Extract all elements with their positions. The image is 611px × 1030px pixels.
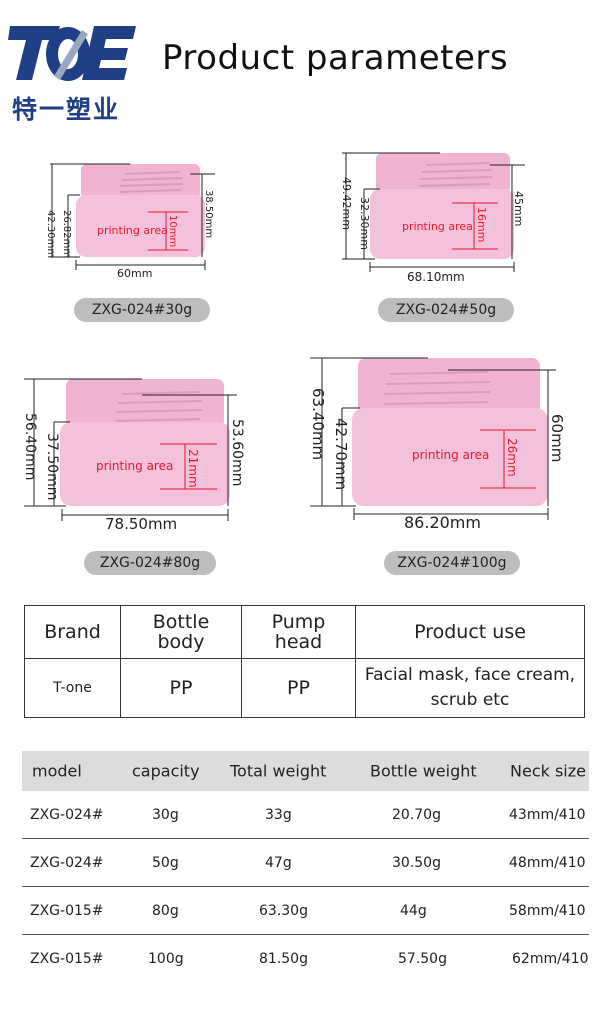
- jar-50g-print-height: 16mm: [475, 207, 488, 242]
- cell-capacity: 50g: [152, 854, 179, 871]
- jar-body: [352, 408, 548, 506]
- page-title: Product parameters: [162, 38, 509, 78]
- jar-50g-right-height: 45mm: [512, 191, 525, 226]
- cell-bottle-weight: 44g: [400, 902, 427, 919]
- jar-80g-width: 78.50mm: [105, 515, 177, 533]
- jar-30g-right-height: 38.50mm: [203, 190, 214, 238]
- model-table: model capacity Total weight Bottle weigh…: [22, 751, 589, 982]
- jar-30g-total-height: 42.30mm: [45, 210, 56, 258]
- jar-80g-print-height: 21mm: [186, 449, 200, 488]
- cell-neck-size: 43mm/410: [509, 806, 586, 823]
- cell-neck-size: 62mm/410: [512, 950, 589, 967]
- spec-header-row: Brand Bottle body Pump head Product use: [24, 605, 585, 659]
- model-table-header: model capacity Total weight Bottle weigh…: [22, 751, 589, 791]
- col-bottle-weight: Bottle weight: [370, 761, 477, 781]
- table-row: ZXG-015# 80g 63.30g 44g 58mm/410: [22, 887, 589, 935]
- jar-80g-print-label: printing area: [96, 459, 173, 473]
- jar-30g-print-label: printing area: [97, 224, 168, 237]
- jar-30g-body-height: 26.82mm: [61, 210, 72, 258]
- spec-bottle-value: PP: [120, 658, 242, 718]
- jar-body: [60, 422, 230, 506]
- jar-50g-drawing: 49.42mm 32.30mm 45mm 16mm printing area …: [340, 152, 525, 284]
- jar-body: [76, 195, 205, 257]
- cell-model: ZXG-024#: [30, 806, 104, 823]
- model-badge-30g: ZXG-024#30g: [74, 298, 210, 322]
- spec-header-brand: Brand: [24, 605, 121, 659]
- spec-brand-value: T-one: [24, 658, 121, 718]
- model-badge-50g: ZXG-024#50g: [378, 298, 514, 322]
- cell-model: ZXG-015#: [30, 950, 104, 967]
- jar-diagram-100g: 63.40mm 42.70mm 60mm 26mm printing area …: [308, 350, 566, 580]
- col-capacity: capacity: [132, 761, 200, 781]
- jar-30g-width: 60mm: [117, 267, 152, 280]
- cell-neck-size: 48mm/410: [509, 854, 586, 871]
- spec-pump-value: PP: [241, 658, 356, 718]
- jar-100g-print-height: 26mm: [505, 438, 519, 477]
- table-row: ZXG-015# 100g 81.50g 57.50g 62mm/410: [22, 935, 589, 982]
- jar-80g-drawing: 56.40mm 37.50mm 53.60mm 21mm printing ar…: [22, 378, 245, 533]
- jar-lid: [376, 153, 510, 193]
- jar-50g-print-label: printing area: [402, 220, 473, 233]
- jar-100g-print-label: printing area: [412, 448, 489, 462]
- model-badge-80g: ZXG-024#80g: [84, 551, 216, 575]
- jar-lid: [81, 164, 200, 199]
- spec-table: Brand Bottle body Pump head Product use T-…: [24, 605, 585, 718]
- spec-header-pump-head: Pump head: [241, 605, 356, 659]
- jar-100g-width: 86.20mm: [404, 513, 481, 532]
- cell-bottle-weight: 20.70g: [392, 806, 441, 823]
- table-row: ZXG-024# 50g 47g 30.50g 48mm/410: [22, 839, 589, 887]
- jar-80g-body-height: 37.50mm: [44, 433, 60, 500]
- jar-50g-width: 68.10mm: [407, 270, 465, 284]
- col-total-weight: Total weight: [230, 761, 327, 781]
- jar-100g-total-height: 63.40mm: [309, 388, 327, 460]
- jar-30g-print-height: 10mm: [167, 215, 178, 247]
- toe-logo-icon: [8, 26, 136, 81]
- jar-50g-body-height: 32.30mm: [358, 197, 371, 250]
- cell-bottle-weight: 30.50g: [392, 854, 441, 871]
- spec-value-row: T-one PP PP Facial mask, face cream, scru…: [24, 658, 585, 718]
- cell-capacity: 100g: [148, 950, 184, 967]
- spec-header-product-use: Product use: [355, 605, 585, 659]
- cell-model: ZXG-015#: [30, 902, 104, 919]
- jar-lid: [358, 358, 540, 414]
- jar-diagram-30g: 42.30mm 26.82mm 38.50mm 10mm printing ar…: [40, 150, 220, 325]
- cell-capacity: 80g: [152, 902, 179, 919]
- jar-100g-drawing: 63.40mm 42.70mm 60mm 26mm printing area …: [309, 357, 566, 532]
- cell-total-weight: 63.30g: [259, 902, 308, 919]
- cell-neck-size: 58mm/410: [509, 902, 586, 919]
- table-row: ZXG-024# 30g 33g 20.70g 43mm/410: [22, 791, 589, 839]
- jar-80g-right-height: 53.60mm: [229, 419, 245, 486]
- cell-total-weight: 33g: [265, 806, 292, 823]
- jar-50g-total-height: 49.42mm: [340, 177, 353, 230]
- spec-header-bottle-body: Bottle body: [120, 605, 242, 659]
- cell-total-weight: 81.50g: [259, 950, 308, 967]
- col-model: model: [32, 761, 82, 781]
- brand-logo: 特一塑业: [8, 18, 138, 124]
- jar-100g-right-height: 60mm: [548, 414, 566, 462]
- cell-model: ZXG-024#: [30, 854, 104, 871]
- jar-diagram-50g: 49.42mm 32.30mm 45mm 16mm printing area …: [340, 145, 540, 325]
- jar-80g-total-height: 56.40mm: [22, 413, 38, 480]
- cell-total-weight: 47g: [265, 854, 292, 871]
- brand-chinese-name: 特一塑业: [12, 95, 121, 124]
- jar-diagram-80g: 56.40mm 37.50mm 53.60mm 21mm printing ar…: [22, 375, 247, 580]
- jar-body: [370, 189, 514, 259]
- cell-bottle-weight: 57.50g: [398, 950, 447, 967]
- jar-100g-body-height: 42.70mm: [332, 418, 350, 490]
- col-neck-size: Neck size: [510, 761, 586, 781]
- cell-capacity: 30g: [152, 806, 179, 823]
- model-badge-100g: ZXG-024#100g: [384, 551, 520, 575]
- jar-30g-drawing: 42.30mm 26.82mm 38.50mm 10mm printing ar…: [45, 163, 215, 280]
- spec-use-value: Facial mask, face cream, scrub etc: [355, 658, 585, 718]
